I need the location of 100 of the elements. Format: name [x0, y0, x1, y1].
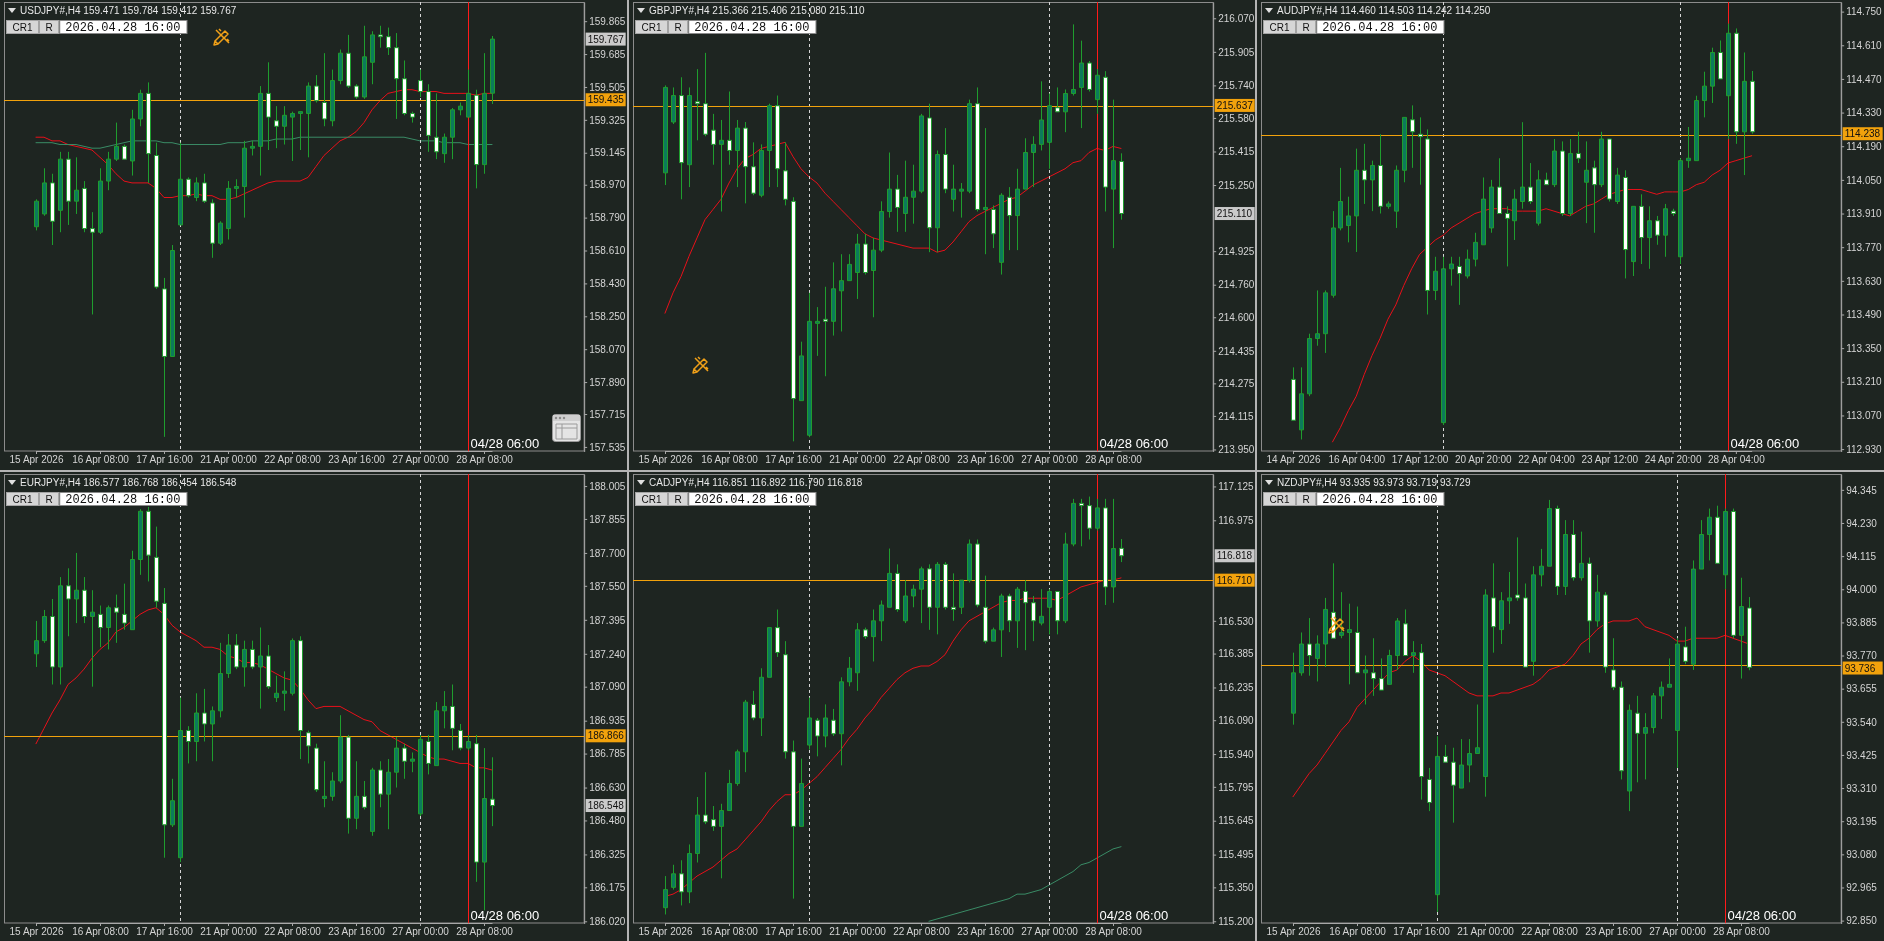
- candlestick: [702, 52, 708, 137]
- candlestick: [474, 89, 479, 189]
- candlestick: [314, 742, 319, 792]
- chart-title: GBPJPY#,H4 215.366 215.406 215.080 215.110: [648, 5, 865, 16]
- candlestick: [186, 725, 191, 764]
- candlestick: [1473, 232, 1479, 267]
- candlestick: [1694, 95, 1700, 162]
- candlestick: [1563, 519, 1569, 596]
- y-tick-label: 115.350: [1217, 881, 1254, 893]
- candlestick: [1062, 88, 1068, 133]
- annotation: 2026.04.28 16:00: [693, 20, 810, 35]
- x-tick-label: 16 Apr 08:00: [72, 454, 130, 466]
- x-tick-label: 21 Apr 00:00: [828, 454, 886, 466]
- candlestick: [394, 736, 399, 788]
- y-tick-label: 213.950: [1217, 444, 1255, 456]
- candlestick: [1102, 70, 1108, 212]
- y-tick-label: 214.275: [1217, 378, 1255, 390]
- candlestick: [958, 579, 964, 615]
- candlestick: [1647, 205, 1653, 270]
- y-tick-label: 215.415: [1217, 146, 1255, 158]
- candlestick: [670, 86, 676, 125]
- text: CR1: [1269, 493, 1291, 504]
- y-tick-label: 112.930: [1846, 443, 1883, 455]
- candlestick: [434, 701, 439, 766]
- y-tick-label: 114.050: [1846, 174, 1883, 186]
- candlestick: [442, 133, 447, 164]
- candlestick: [114, 122, 119, 162]
- y-tick-label: 187.855: [589, 513, 626, 525]
- y-tick-label: 157.715: [589, 408, 626, 420]
- x-tick-label: 22 Apr 08:00: [264, 925, 322, 937]
- candlestick: [1014, 585, 1020, 648]
- candlestick: [814, 306, 820, 357]
- x-tick-label: 28 Apr 08:00: [456, 925, 514, 937]
- annotation: 2026.04.28 16:00: [65, 20, 181, 35]
- candlestick: [274, 674, 279, 703]
- candlestick: [1515, 536, 1521, 601]
- x-tick-label: 17 Apr 16:00: [136, 925, 194, 937]
- candlestick: [1686, 126, 1692, 169]
- text: CR1: [12, 493, 33, 504]
- candlestick: [1603, 591, 1609, 673]
- candlestick: [210, 705, 215, 762]
- candlestick: [290, 637, 295, 696]
- y-tick-label: 93.770: [1846, 649, 1878, 661]
- candlestick: [670, 863, 676, 890]
- candlestick: [814, 716, 820, 757]
- y-tick-label: 186.785: [589, 747, 626, 759]
- candlestick: [1742, 51, 1748, 176]
- y-tick-label: 187.240: [589, 648, 626, 659]
- candlestick: [50, 597, 55, 685]
- candlestick: [1710, 47, 1716, 104]
- candlestick: [1118, 538, 1124, 563]
- x-tick-label: 16 Apr 08:00: [1329, 925, 1387, 937]
- candlestick: [918, 113, 924, 194]
- candlestick: [306, 729, 311, 764]
- candlestick: [1731, 507, 1737, 639]
- x-tick-label: 28 Apr 08:00: [1713, 925, 1771, 937]
- y-tick-label: 188.005: [589, 480, 626, 492]
- y-tick-label: 114.190: [1846, 140, 1883, 152]
- candlestick: [1038, 80, 1044, 151]
- candlestick: [58, 151, 63, 233]
- candlestick: [1371, 637, 1377, 696]
- y-tick-label: 214.115: [1217, 410, 1254, 422]
- candlestick: [34, 619, 39, 667]
- y-tick-label: 216.070: [1217, 12, 1255, 24]
- y-tick-label: 114.470: [1846, 73, 1883, 85]
- candlestick: [742, 698, 748, 773]
- x-tick-label: 27 Apr 00:00: [1020, 454, 1078, 466]
- candlestick: [838, 253, 844, 332]
- candlestick: [106, 151, 111, 191]
- candlestick: [1659, 680, 1665, 719]
- candlestick: [694, 796, 700, 863]
- candlestick: [1536, 169, 1542, 227]
- candlestick: [1086, 60, 1092, 92]
- candlestick: [114, 593, 119, 643]
- x-tick-label: 16 Apr 08:00: [700, 925, 758, 937]
- candlestick: [194, 692, 199, 762]
- candlestick: [402, 59, 407, 116]
- annotation: 04/28 06:00: [1730, 435, 1800, 451]
- candlestick: [82, 180, 87, 233]
- candlestick: [1643, 712, 1649, 780]
- candlestick: [282, 105, 287, 146]
- candlestick: [354, 760, 359, 830]
- y-tick-label: 115.495: [1217, 848, 1254, 860]
- candlestick: [314, 74, 319, 103]
- line-series: [1292, 617, 1750, 797]
- candlestick: [66, 567, 71, 637]
- candlestick: [1030, 135, 1036, 188]
- x-tick-label: 16 Apr 04:00: [1328, 454, 1386, 466]
- candlestick: [1667, 657, 1673, 688]
- candlestick: [1747, 596, 1753, 671]
- y-tick-label: 159.505: [589, 81, 626, 93]
- candlestick: [1555, 504, 1561, 596]
- candlestick: [1678, 157, 1684, 265]
- line-series: [664, 141, 1122, 314]
- candlestick: [1363, 654, 1369, 705]
- candlestick: [370, 30, 375, 85]
- candlestick: [250, 639, 255, 670]
- y-tick-label: 93.310: [1846, 782, 1878, 794]
- chart-title: USDJPY#,H4 159.471 159.784 159.412 159.767: [20, 5, 237, 16]
- candlestick: [242, 140, 247, 219]
